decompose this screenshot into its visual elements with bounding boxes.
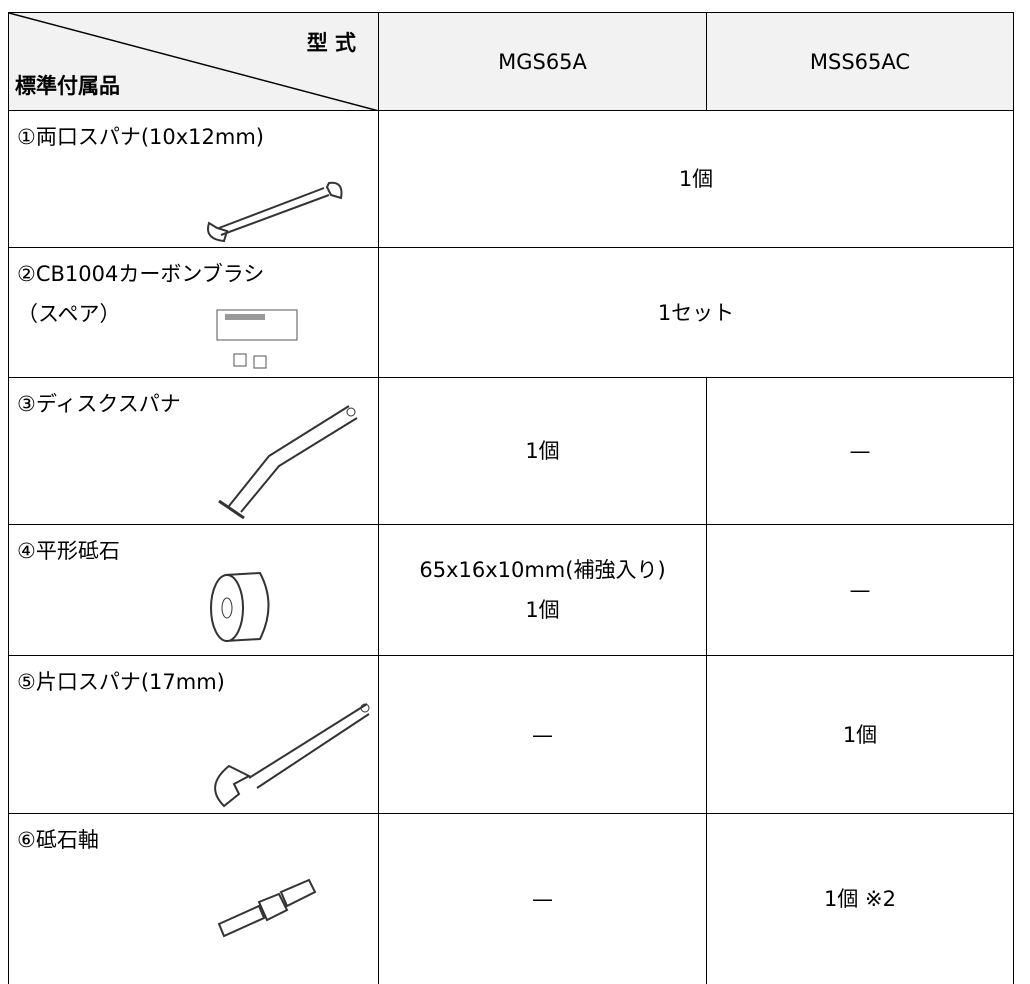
value-cell: — [378,813,707,984]
value: 1個 [525,598,560,622]
value-cell: 1個 [378,110,1014,248]
header-row: 型 式 標準付属品 MGS65A MSS65AC [8,12,1014,111]
value: — [849,578,871,602]
value-cell: — [706,524,1014,656]
value: — [532,722,553,747]
corner-bottom: 標準付属品 [15,74,120,98]
value: — [532,886,553,911]
value: 1セット [657,300,735,325]
label: ①両口スパナ(10x12mm) [17,125,264,149]
label: ③ディスクスパナ [17,392,181,416]
label: ⑥砥石軸 [17,828,99,852]
disc-wrench-icon [218,405,358,520]
row: ⑤片口スパナ(17mm) — 1個 [8,655,1014,814]
value: 1個 [678,167,714,191]
row: ②CB1004カーボンブラシ （スペア） 1セット [8,247,1014,378]
label-cell: ②CB1004カーボンブラシ （スペア） [8,247,379,378]
wrench-icon [214,703,370,808]
label: ⑤片口スパナ(17mm) [17,670,225,694]
spindle-icon [217,878,317,938]
row: ⑥砥石軸 — 1個 ※2 [8,813,1014,984]
column-header: MSS65AC [706,12,1014,111]
value-cell: 65x16x10mm(補強入り) 1個 [378,524,707,656]
diagonal [9,13,379,111]
label: ④平形砥石 [17,539,120,563]
row: ③ディスクスパナ 1個 — [8,377,1014,525]
label-cell: ④平形砥石 [8,524,379,656]
value: 65x16x10mm(補強入り) [419,558,666,582]
value: 1個 ※2 [824,886,896,911]
value-cell: 1セット [378,247,1014,378]
label-cell: ⑤片口スパナ(17mm) [8,655,379,814]
label-cell: ⑥砥石軸 [8,813,379,984]
row: ①両口スパナ(10x12mm) 1個 [8,110,1014,248]
corner-cell: 型 式 標準付属品 [8,12,379,111]
value: — [849,439,871,463]
value: 1個 [525,439,560,463]
label-cell: ③ディスクスパナ [8,377,379,525]
row: ④平形砥石 65x16x10mm(補強入り) 1個 — [8,524,1014,656]
corner-top: 型 式 [306,31,356,55]
value-cell: 1個 [378,377,707,525]
value-cell: 1個 [706,655,1014,814]
wrench-icon [207,181,343,243]
column-header: MGS65A [378,12,707,111]
value-cell: 1個 ※2 [706,813,1014,984]
label: （スペア） [17,302,121,326]
value-cell: — [378,655,707,814]
value: 1個 [842,722,878,747]
value-cell: — [706,377,1014,525]
wheel-icon [210,571,270,642]
brush-icon [216,309,298,369]
label: ②CB1004カーボンブラシ [17,262,265,286]
label-cell: ①両口スパナ(10x12mm) [8,110,379,248]
accessory-table: 型 式 標準付属品 MGS65A MSS65AC ①両口スパナ(10x12mm)… [8,12,1014,984]
